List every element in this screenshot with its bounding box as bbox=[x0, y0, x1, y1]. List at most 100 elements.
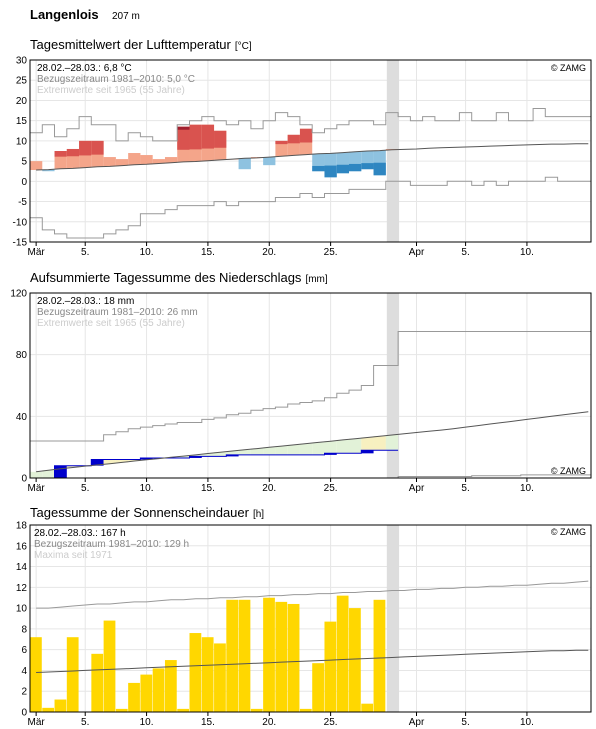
sunshine-info-reference: Bezugszeitraum 1981–2010: 129 h bbox=[34, 539, 189, 550]
temperature-anomaly-bar bbox=[79, 140, 92, 156]
x-tick-label: Apr bbox=[409, 717, 425, 728]
sunshine-bar bbox=[349, 608, 361, 712]
temperature-anomaly-bar bbox=[177, 126, 190, 150]
y-tick-label: 80 bbox=[16, 350, 28, 361]
x-tick-label: 15. bbox=[201, 247, 215, 258]
temperature-record-max-line bbox=[30, 108, 591, 142]
temperature-anomaly-bar bbox=[299, 128, 313, 143]
precipitation-daily-bar bbox=[140, 457, 153, 460]
y-tick-label: 15 bbox=[16, 116, 28, 127]
today-marker bbox=[386, 525, 400, 712]
today-marker bbox=[386, 293, 400, 478]
precipitation-surplus bbox=[103, 459, 116, 464]
temperature-anomaly-bar bbox=[66, 148, 80, 157]
sunshine-bar bbox=[299, 708, 312, 712]
sunshine-bar bbox=[373, 599, 386, 712]
y-tick-label: 5 bbox=[21, 157, 27, 168]
precipitation-title: Aufsummierte Tagessumme des Niederschlag… bbox=[30, 270, 328, 285]
y-tick-label: -15 bbox=[13, 238, 28, 249]
temperature-anomaly-bar bbox=[361, 163, 374, 170]
sunshine-bar bbox=[275, 601, 288, 712]
precipitation-deficit bbox=[250, 448, 264, 455]
sunshine-bar bbox=[42, 707, 55, 712]
precipitation-lines bbox=[30, 331, 591, 479]
precipitation-unit: [mm] bbox=[305, 274, 327, 285]
precipitation-deficit bbox=[324, 441, 337, 454]
x-tick-label: 5. bbox=[461, 483, 469, 494]
y-tick-label: -10 bbox=[13, 217, 28, 228]
temperature-bar bbox=[115, 159, 129, 166]
temperature-normal-line bbox=[36, 143, 589, 171]
temperature-bar bbox=[30, 161, 43, 171]
sunshine-bar bbox=[164, 660, 177, 712]
precipitation-surplus bbox=[373, 436, 386, 451]
sunshine-bar bbox=[103, 620, 116, 712]
y-tick-label: 10 bbox=[16, 136, 28, 147]
temperature-info-period: 28.02.–28.03.: 6,8 °C bbox=[37, 63, 132, 74]
precipitation-deficit bbox=[312, 442, 325, 455]
temperature-x-ticks: Mär 5. 10. 15. 20. 25. Apr 5. 10. bbox=[28, 242, 534, 258]
sunshine-grid bbox=[30, 524, 591, 713]
x-tick-label: 5. bbox=[81, 483, 89, 494]
station-altitude: 207 m bbox=[112, 11, 140, 22]
precipitation-record-max-line bbox=[30, 331, 591, 442]
precipitation-info-period: 28.02.–28.03.: 18 mm bbox=[37, 296, 134, 307]
precipitation-x-ticks: Mär 5. 10. 15. 20. 25. Apr 5. 10. bbox=[28, 478, 534, 494]
precipitation-deficit bbox=[336, 439, 350, 454]
precipitation-info-extremes: Extremwerte seit 1965 (55 Jahre) bbox=[37, 318, 185, 329]
y-tick-label: 8 bbox=[21, 624, 27, 635]
sunshine-bar bbox=[128, 682, 140, 712]
precipitation-daily-bar bbox=[226, 454, 239, 457]
precipitation-deficit bbox=[275, 446, 288, 455]
sunshine-bar bbox=[54, 699, 67, 712]
sunshine-marks bbox=[30, 595, 386, 712]
temperature-bar bbox=[263, 157, 276, 166]
station-name: Langenlois bbox=[30, 7, 99, 22]
precipitation-deficit bbox=[263, 447, 276, 455]
temperature-record-min-line bbox=[30, 176, 591, 239]
sunshine-bar bbox=[66, 637, 79, 712]
temperature-y-ticks: 30 25 20 15 10 5 0 -5 -10 -15 bbox=[13, 56, 28, 249]
temperature-anomaly-bar bbox=[201, 124, 215, 149]
sunshine-bar bbox=[140, 674, 153, 712]
temperature-info-extremes: Extremwerte seit 1965 (55 Jahre) bbox=[37, 85, 185, 96]
x-tick-label: Apr bbox=[409, 247, 425, 258]
temperature-anomaly-bar bbox=[349, 163, 362, 172]
sunshine-bar bbox=[226, 599, 239, 712]
precipitation-deficit bbox=[287, 444, 300, 455]
x-tick-label: 5. bbox=[81, 247, 89, 258]
temperature-unit: [°C] bbox=[235, 41, 252, 52]
temperature-title-text: Tagesmittelwert der Lufttemperatur bbox=[30, 37, 232, 52]
y-tick-label: 0 bbox=[21, 474, 27, 485]
temperature-record-mark bbox=[177, 126, 190, 130]
sunshine-title-text: Tagessumme der Sonnenscheindauer bbox=[30, 505, 250, 520]
temperature-panel: Tagesmittelwert der Lufttemperatur [°C] 3… bbox=[13, 37, 592, 258]
precipitation-info-reference: Bezugszeitraum 1981–2010: 26 mm bbox=[37, 307, 198, 318]
temperature-marks bbox=[30, 124, 399, 178]
x-tick-label: Mär bbox=[28, 483, 46, 494]
x-tick-label: 20. bbox=[262, 247, 276, 258]
x-tick-label: 10. bbox=[140, 483, 154, 494]
x-tick-label: 15. bbox=[201, 483, 215, 494]
temperature-bar bbox=[238, 158, 251, 170]
x-tick-label: 20. bbox=[262, 717, 276, 728]
sunshine-bar bbox=[250, 708, 263, 712]
sunshine-bar bbox=[312, 663, 324, 712]
y-tick-label: 0 bbox=[21, 177, 27, 188]
sunshine-info-period: 28.02.–28.03.: 167 h bbox=[34, 528, 126, 539]
x-tick-label: 25. bbox=[324, 483, 338, 494]
sunshine-bar bbox=[177, 708, 190, 712]
precipitation-deficit bbox=[189, 454, 202, 457]
sunshine-frame bbox=[29, 524, 592, 713]
temperature-anomaly-bar bbox=[214, 130, 227, 148]
y-tick-label: 16 bbox=[16, 541, 28, 552]
precipitation-daily-bar bbox=[54, 465, 67, 478]
temperature-anomaly-bar bbox=[91, 140, 104, 155]
precipitation-deficit bbox=[299, 443, 313, 455]
temperature-bar bbox=[152, 159, 165, 164]
sunshine-info-maxima: Maxima seit 1971 bbox=[34, 550, 113, 561]
x-tick-label: 15. bbox=[201, 717, 215, 728]
sunshine-bar bbox=[263, 597, 275, 712]
sunshine-copyright: © ZAMG bbox=[551, 527, 586, 537]
x-tick-label: 10. bbox=[520, 247, 534, 258]
